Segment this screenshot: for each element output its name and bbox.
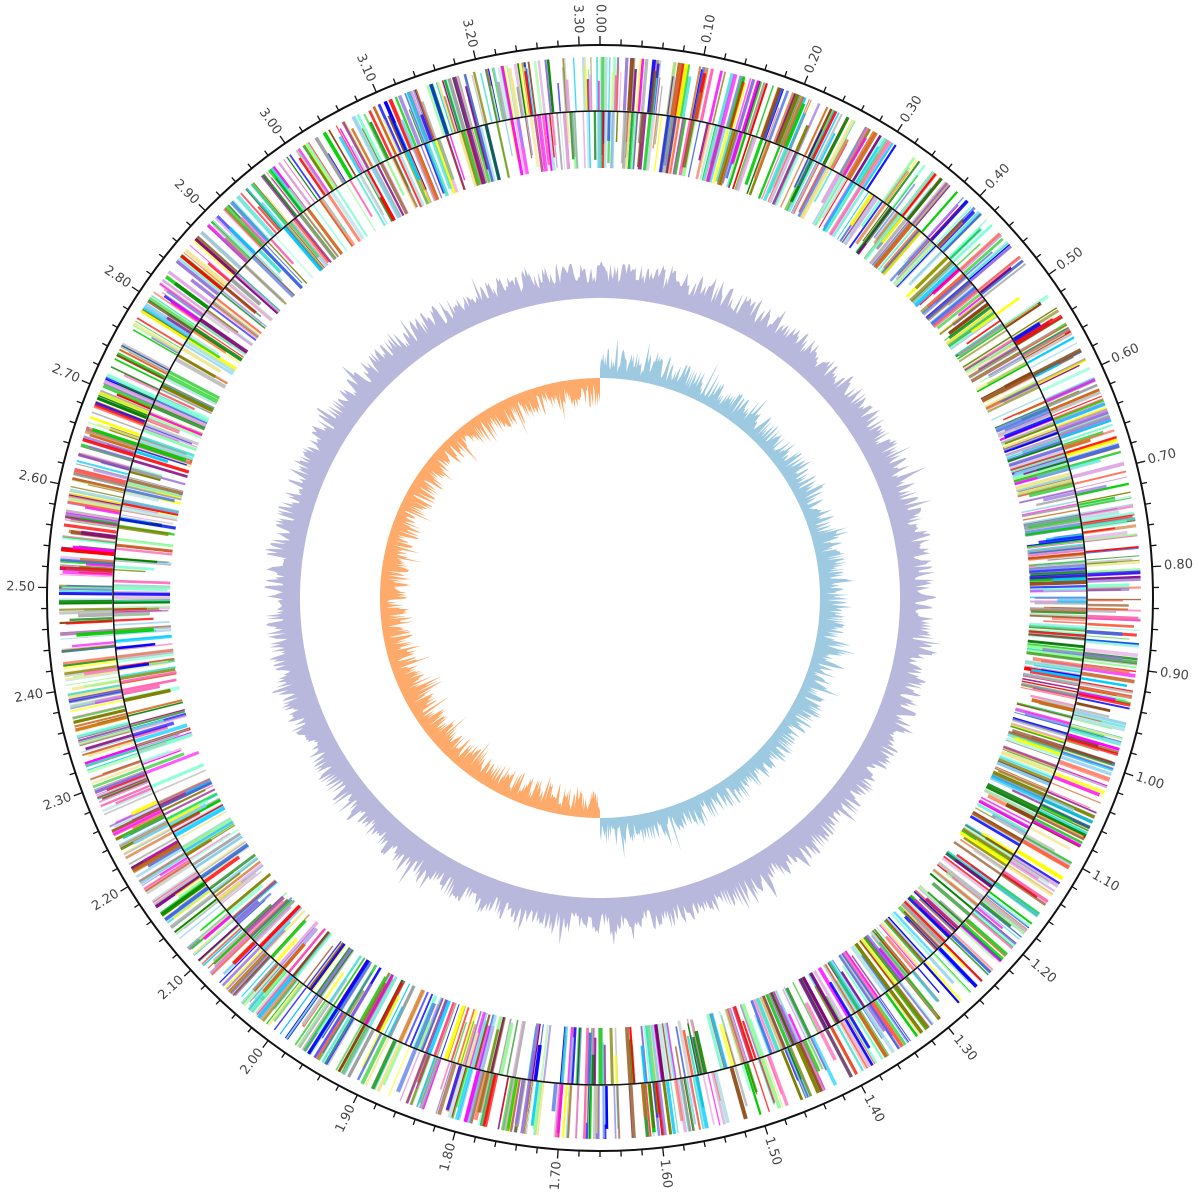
cds-reverse-track [112, 110, 1088, 1086]
gc-skew-track [380, 338, 857, 859]
strand-separator-circle [112, 110, 1088, 1086]
scale-tick-label: 1.00 [1134, 770, 1166, 793]
scale-tick-label: 0.60 [1109, 341, 1142, 367]
scale-tick-label: 2.70 [49, 361, 82, 386]
scale-tick-label: 1.80 [437, 1141, 459, 1173]
scale-tick-label: 3.00 [256, 105, 285, 137]
scale-tick-label: 2.30 [41, 790, 73, 814]
scale-tick-label: 2.90 [171, 177, 202, 208]
scale-tick-label: 1.50 [761, 1135, 784, 1167]
scale-tick-label: 1.10 [1089, 868, 1122, 895]
scale-tick-label: 3.30 [570, 4, 586, 34]
scale-tick-label: 1.60 [657, 1159, 675, 1189]
scale-tick-label: 2.80 [101, 263, 133, 292]
cds-forward-track [58, 56, 1141, 1140]
scale-tick-label: 3.20 [459, 18, 480, 50]
scale-tick-label: 0.70 [1146, 446, 1178, 468]
scale-tick-label: 2.40 [13, 686, 44, 706]
scale-tick-label: 0.00 [593, 4, 608, 33]
scale-ring [38, 36, 1162, 1159]
scale-tick-label: 2.00 [238, 1046, 267, 1078]
scale-tick-label: 1.30 [950, 1032, 980, 1064]
scale-labels: 0.00 0.10 0.20 0.30 0.40 0.50 0.60 0.70 0.80 0.90… [6, 4, 1193, 1191]
scale-tick-label: 3.10 [353, 52, 378, 85]
scale-tick-label: 2.10 [156, 973, 188, 1004]
scale-tick-label: 2.50 [6, 579, 35, 595]
scale-tick-label: 1.90 [333, 1102, 359, 1135]
scale-tick-label: 1.40 [860, 1092, 887, 1125]
scale-tick-label: 0.30 [897, 93, 925, 125]
scale-tick-label: 0.40 [983, 161, 1014, 192]
scale-tick-label: 0.90 [1159, 665, 1190, 684]
scale-tick-label: 1.20 [1027, 956, 1059, 986]
scale-tick-label: 2.20 [89, 886, 122, 914]
scale-tick-label: 0.20 [802, 43, 827, 75]
scale-tick-label: 0.80 [1164, 557, 1194, 574]
scale-tick-label: 0.50 [1054, 245, 1086, 274]
scale-tick-label: 2.60 [17, 468, 48, 489]
scale-tick-label: 0.10 [699, 13, 719, 44]
scale-tick-label: 1.70 [548, 1161, 565, 1191]
